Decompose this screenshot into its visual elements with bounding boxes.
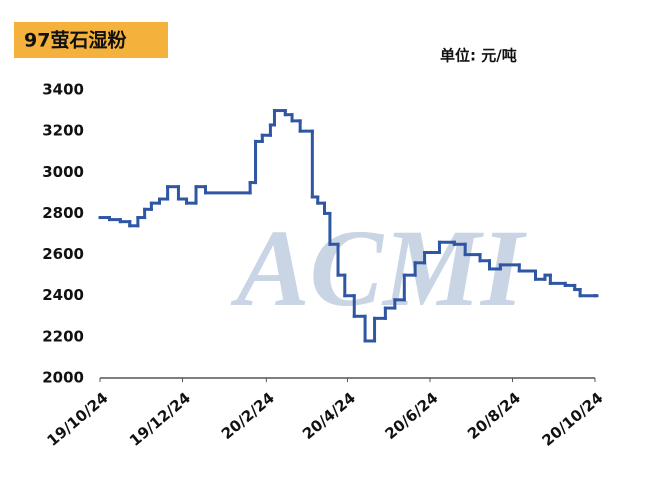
y-tick-label: 2800: [42, 204, 84, 222]
y-tick-label: 2600: [42, 245, 84, 263]
y-tick-label: 3400: [42, 81, 84, 99]
y-tick-label: 2000: [42, 369, 84, 387]
x-tick-label: 19/10/24: [44, 389, 112, 450]
x-tick-label: 20/10/24: [539, 389, 607, 450]
y-tick-label: 3000: [42, 163, 84, 181]
y-tick-label: 2400: [42, 286, 84, 304]
watermark: ACMI: [230, 207, 527, 329]
x-tick-label: 20/8/24: [464, 389, 524, 443]
x-tick-label: 19/12/24: [126, 389, 194, 450]
title-box: [14, 22, 168, 58]
x-tick-label: 20/2/24: [218, 389, 278, 443]
y-tick-label: 2200: [42, 327, 84, 345]
unit-label: 单位: 元/吨: [440, 47, 517, 65]
chart-title: 97萤石湿粉: [24, 29, 126, 52]
x-tick-label: 20/4/24: [299, 389, 359, 443]
x-tick-label: 20/6/24: [382, 389, 442, 443]
y-tick-label: 3200: [42, 122, 84, 140]
